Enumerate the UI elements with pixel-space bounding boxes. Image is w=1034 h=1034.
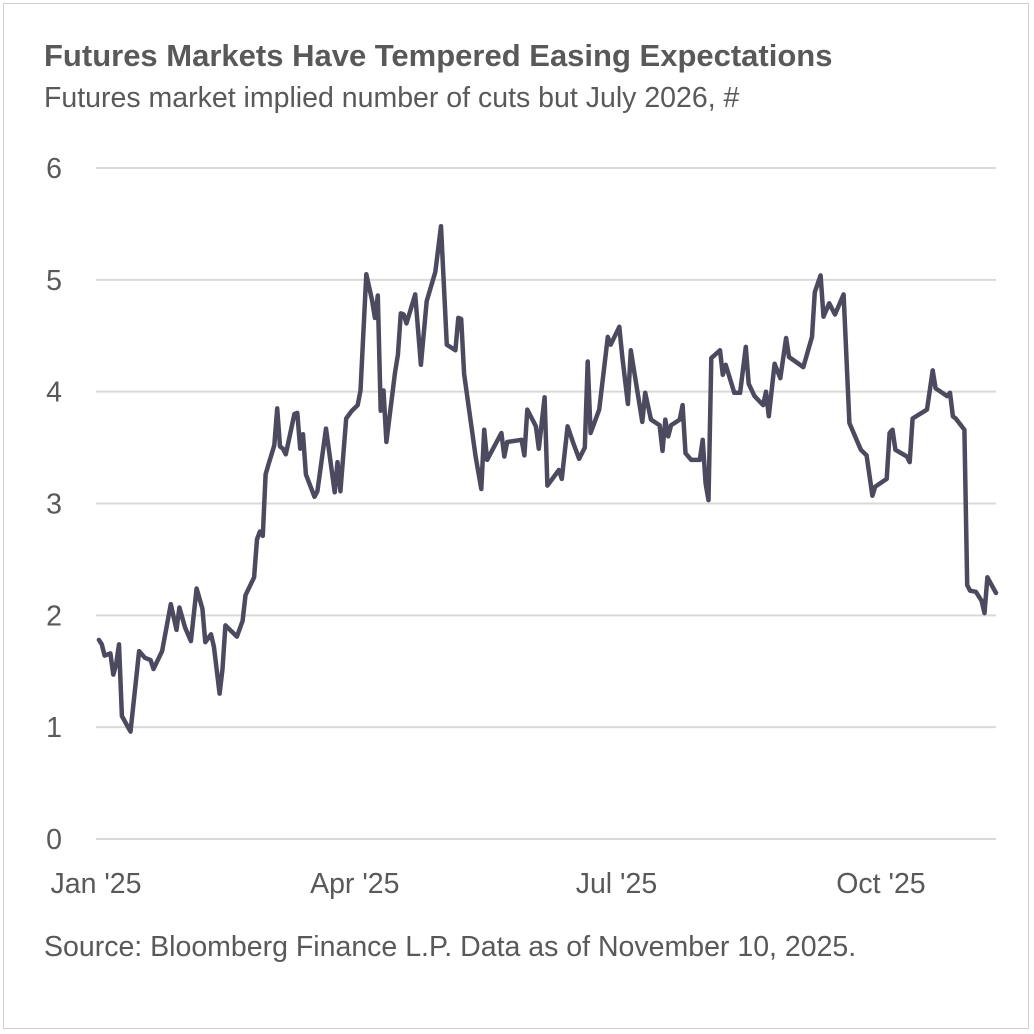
chart-frame: [3, 3, 1029, 1029]
x-tick-label: Apr '25: [310, 868, 399, 900]
x-tick-label: Jan '25: [50, 868, 141, 900]
x-tick-label: Oct '25: [836, 868, 925, 900]
y-tick-label: 3: [46, 489, 62, 521]
y-axis-ticks: 0 1 2 3 4 5 6: [46, 153, 62, 856]
gridlines: [96, 167, 996, 840]
y-tick-label: 2: [46, 600, 62, 632]
y-tick-label: 6: [46, 153, 62, 185]
x-tick-label: Jul '25: [576, 868, 658, 900]
source-note: Source: Bloomberg Finance L.P. Data as o…: [44, 931, 857, 963]
chart-subtitle: Futures market implied number of cuts bu…: [44, 82, 740, 114]
series-line: [96, 223, 999, 734]
x-axis-ticks: Jan '25 Apr '25 Jul '25 Oct '25: [50, 868, 925, 900]
y-tick-label: 5: [46, 265, 62, 297]
chart-title: Futures Markets Have Tempered Easing Exp…: [44, 38, 833, 73]
series: [96, 223, 999, 734]
y-tick-label: 1: [46, 712, 62, 744]
y-tick-label: 0: [46, 824, 62, 856]
y-tick-label: 4: [46, 377, 62, 409]
